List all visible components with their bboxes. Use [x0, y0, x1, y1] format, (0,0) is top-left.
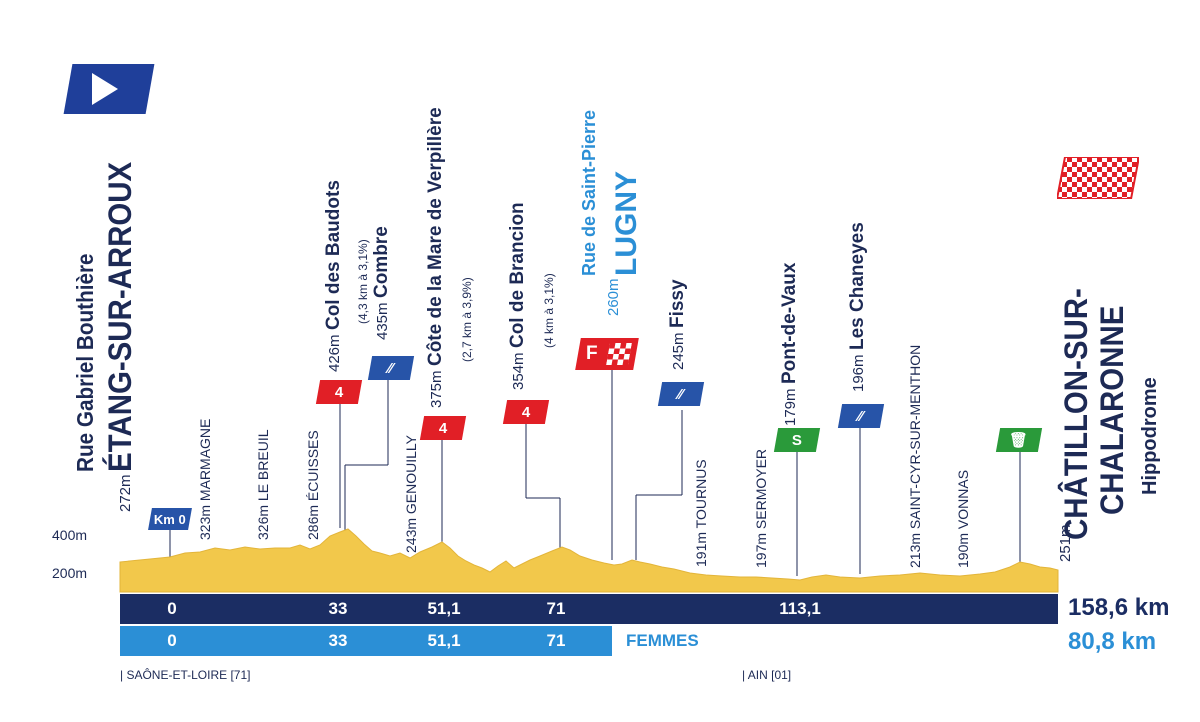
km-mark: 71 [546, 599, 566, 618]
feed-zone-icon: ⁄⁄ [837, 404, 885, 428]
feed-label: 435m Combre [371, 226, 392, 340]
climb-detail: (4 km à 3,1%) [542, 273, 556, 348]
women-total-distance: 80,8 km [1068, 628, 1157, 655]
lugny-altitude: 260m [605, 278, 622, 316]
climb-badge: 4 [315, 380, 363, 404]
km-mark: 0 [167, 631, 177, 650]
climb-detail: (2,7 km à 3,9%) [460, 277, 474, 362]
finish-flag [1057, 157, 1139, 199]
lugny-finish-flag: F [575, 338, 639, 370]
region-left: | SAÔNE-ET-LOIRE [71] [120, 668, 251, 682]
feed-label: 245m Fissy [667, 279, 688, 370]
km-mark: 51,1 [427, 599, 461, 618]
men-total-distance: 158,6 km [1068, 594, 1170, 621]
place-label: 197m SERMOYER [753, 448, 769, 568]
climb-label: 375m Côte de la Mare de Verpillère [425, 107, 446, 408]
sprint-badge: S [773, 428, 821, 452]
lugny-town: LUGNY [610, 171, 643, 276]
bar-women [120, 626, 612, 656]
y-label-200: 200m [52, 565, 88, 581]
place-label: 323m MARMAGNE [197, 418, 213, 540]
feed-label: 196m Les Chaneyes [847, 222, 868, 392]
play-icon [92, 73, 118, 105]
bar-men [120, 594, 1058, 624]
sprint-label: 179m Pont-de-Vaux [779, 262, 800, 426]
place-label: 190m VONNAS [955, 469, 971, 568]
y-label-400: 400m [52, 527, 88, 543]
lugny-street: Rue de Saint-Pierre [579, 109, 599, 276]
km-mark: 113,1 [779, 599, 821, 618]
km-mark: 0 [167, 599, 177, 618]
climb-detail: (4,3 km à 3,1%) [356, 239, 370, 324]
women-label: FEMMES [626, 631, 699, 650]
place-label: 191m TOURNUS [693, 459, 709, 567]
place-label: 326m LE BREUIL [255, 429, 271, 540]
climb-badge: 4 [419, 416, 467, 440]
km-mark: 71 [546, 631, 566, 650]
km-mark: 51,1 [427, 631, 461, 650]
km-mark: 33 [328, 599, 348, 618]
climb-label: 354m Col de Brancion [507, 202, 528, 390]
km-mark: 33 [328, 631, 348, 650]
waste-zone-icon: 🗑 [995, 428, 1043, 452]
climb-label: 426m Col des Baudots [323, 180, 344, 372]
feed-zone-icon: ⁄⁄ [367, 356, 415, 380]
place-label: 243m GENOUILLY [403, 434, 419, 553]
place-label: 286m ÉCUISSES [305, 430, 321, 540]
km0-badge: Km 0 [148, 508, 192, 530]
feed-zone-icon: ⁄⁄ [657, 382, 705, 406]
region-right: | AIN [01] [742, 668, 792, 682]
climb-badge: 4 [502, 400, 550, 424]
place-label: 213m SAINT-CYR-SUR-MENTHON [907, 344, 923, 568]
